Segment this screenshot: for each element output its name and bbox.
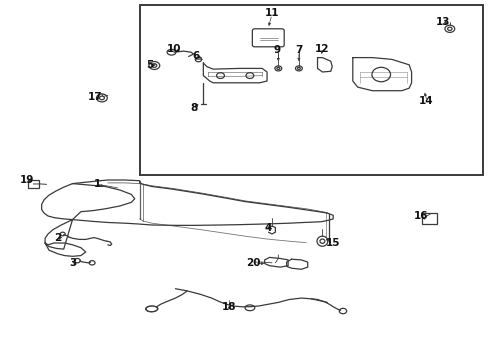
Text: 8: 8 [190, 103, 197, 113]
Text: 9: 9 [273, 45, 280, 55]
Text: 4: 4 [265, 222, 272, 233]
Bar [140, 5, 483, 175]
Text: 2: 2 [54, 233, 61, 243]
Text: 16: 16 [414, 211, 429, 221]
Text: 18: 18 [222, 302, 237, 312]
Text: 15: 15 [326, 238, 341, 248]
Text: 11: 11 [265, 8, 279, 18]
Text: 1: 1 [94, 179, 100, 189]
Text: 20: 20 [246, 258, 261, 268]
Text: 3: 3 [69, 258, 76, 268]
Text: 14: 14 [419, 96, 434, 106]
Text: 6: 6 [193, 51, 199, 61]
Text: 19: 19 [20, 175, 34, 185]
Text: 17: 17 [88, 92, 103, 102]
Text: 12: 12 [315, 44, 330, 54]
Bar [28, 180, 39, 188]
Text: 13: 13 [436, 17, 451, 27]
Text: 5: 5 [146, 60, 153, 70]
Bar [422, 213, 437, 224]
Text: 7: 7 [295, 45, 303, 55]
Text: 10: 10 [167, 44, 181, 54]
